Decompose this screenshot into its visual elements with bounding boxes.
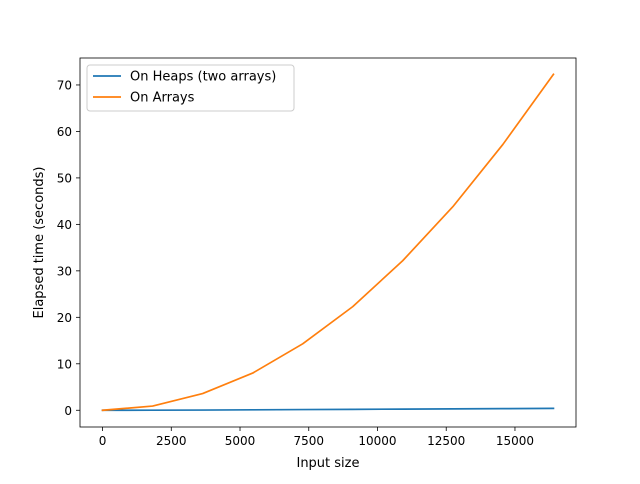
y-tick-label: 40 <box>57 218 72 232</box>
x-axis-label: Input size <box>296 456 359 471</box>
x-tick-label: 2500 <box>156 434 187 448</box>
y-tick-label: 70 <box>57 78 72 92</box>
x-tick-label: 0 <box>99 434 107 448</box>
y-tick-label: 60 <box>57 125 72 139</box>
y-tick-label: 50 <box>57 171 72 185</box>
series-line-2 <box>101 73 555 412</box>
x-tick-label: 12500 <box>427 434 465 448</box>
y-axis-ticks: 0 10 20 30 40 50 60 70 <box>57 78 80 418</box>
x-axis-ticks: 0 2500 5000 7500 10000 12500 15000 <box>99 427 534 448</box>
y-tick-label: 20 <box>57 311 72 325</box>
series-layer <box>101 73 555 412</box>
y-axis-label: Elapsed time (seconds) <box>32 167 47 319</box>
y-tick-label: 0 <box>64 404 72 418</box>
legend-label: On Arrays <box>130 91 195 106</box>
x-tick-label: 10000 <box>358 434 396 448</box>
legend: On Heaps (two arrays) On Arrays <box>86 64 295 112</box>
y-tick-label: 30 <box>57 264 72 278</box>
series-line-1 <box>101 407 555 412</box>
plot-frame <box>79 57 577 428</box>
y-tick-label: 10 <box>57 357 72 371</box>
x-tick-label: 15000 <box>496 434 534 448</box>
legend-label: On Heaps (two arrays) <box>130 70 276 85</box>
x-tick-label: 7500 <box>293 434 324 448</box>
x-tick-label: 5000 <box>225 434 256 448</box>
legend-box <box>86 64 295 112</box>
